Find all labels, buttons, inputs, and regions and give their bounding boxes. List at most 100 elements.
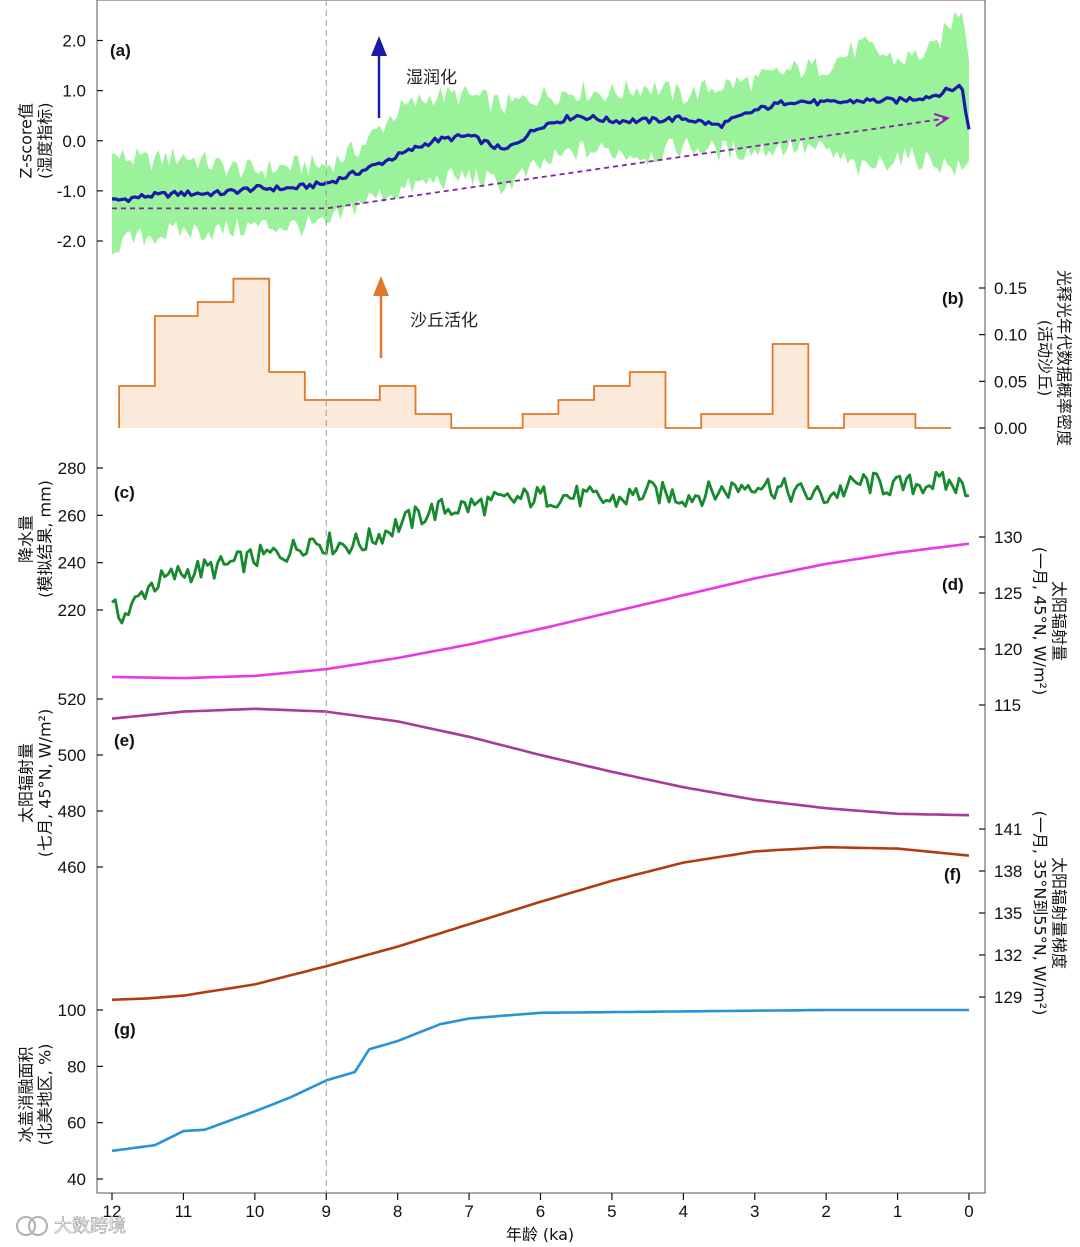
y-axis-label-e-line-2: (七月, 45°N, W/m²) bbox=[36, 709, 55, 857]
x-tick-label-2: 2 bbox=[821, 1202, 830, 1221]
y-axis-label-a-line-1: Z-score值 bbox=[17, 103, 36, 178]
panel-b-label: (b) bbox=[942, 289, 964, 308]
x-tick-label-11: 11 bbox=[175, 1202, 193, 1221]
y-tick-label-c-240: 240 bbox=[58, 554, 86, 573]
x-tick-label-6: 6 bbox=[536, 1202, 545, 1221]
y-axis-label-g-line-2: (北美地区, %) bbox=[36, 1044, 55, 1146]
y-tick-label-f-129: 129 bbox=[994, 988, 1022, 1007]
x-axis-label: 年龄 (ka) bbox=[506, 1225, 574, 1244]
panel-a-label: (a) bbox=[110, 41, 131, 60]
y-tick-label-f-135: 135 bbox=[994, 904, 1022, 923]
step-fill-16 bbox=[772, 344, 809, 428]
x-tick-label-3: 3 bbox=[750, 1202, 759, 1221]
y-tick-label-g-100: 100 bbox=[58, 1001, 86, 1020]
step-fill-2 bbox=[154, 316, 198, 428]
x-tick-label-9: 9 bbox=[322, 1202, 331, 1221]
wetting-arrow-head bbox=[371, 36, 387, 56]
panel-e-label: (e) bbox=[114, 731, 135, 750]
series-line-a bbox=[111, 83, 971, 204]
y-axis-label-c-line-2: (模拟结果, mm) bbox=[36, 480, 55, 598]
y-axis-label-d-line-2: (一月, 45°N, W/m²) bbox=[1031, 547, 1050, 695]
x-tick-label-4: 4 bbox=[679, 1202, 688, 1221]
y-tick-label-d-120: 120 bbox=[994, 640, 1022, 659]
trend-arrowhead-a bbox=[933, 113, 950, 127]
y-tick-label-e-460: 460 bbox=[58, 858, 86, 877]
y-tick-label-e-480: 480 bbox=[58, 802, 86, 821]
series-line-g bbox=[111, 1008, 969, 1153]
panel-c-label: (c) bbox=[114, 483, 135, 502]
y-axis-label-f: 太阳辐射量梯度(一月, 35°N到55°N, W/m²) bbox=[1031, 811, 1069, 1016]
y-axis-label-b-line-1: 光释光年代数据概率密度 bbox=[1055, 270, 1074, 446]
y-axis-label-f-line-2: (一月, 35°N到55°N, W/m²) bbox=[1031, 811, 1050, 1016]
step-fill-12 bbox=[594, 386, 630, 428]
step-fill-5 bbox=[269, 372, 305, 428]
step-fill-4 bbox=[233, 278, 270, 428]
y-tick-label-g-60: 60 bbox=[67, 1114, 86, 1133]
y-tick-label-a-2.0: 2.0 bbox=[62, 32, 86, 51]
y-axis-label-a: Z-score值 (湿度指标) bbox=[17, 103, 55, 180]
x-tick-label-10: 10 bbox=[245, 1202, 264, 1221]
y-tick-label-b-0.15: 0.15 bbox=[994, 279, 1027, 298]
y-axis-label-c-line-1: 降水量 bbox=[17, 515, 36, 563]
step-fill-7 bbox=[379, 386, 416, 428]
y-axis-label-e: 太阳辐射量 (七月, 45°N, W/m²) bbox=[17, 709, 55, 857]
y-tick-label-d-130: 130 bbox=[994, 528, 1022, 547]
x-tick-label-5: 5 bbox=[607, 1202, 616, 1221]
y-tick-label-a--1.0: -1.0 bbox=[57, 182, 86, 201]
y-axis-label-e-line-1: 太阳辐射量 bbox=[17, 743, 36, 823]
y-axis-label-f-line-1: 太阳辐射量梯度 bbox=[1050, 857, 1069, 969]
y-tick-label-e-500: 500 bbox=[58, 746, 86, 765]
series-line-e bbox=[111, 707, 970, 817]
step-fill-1 bbox=[119, 386, 155, 428]
y-tick-label-a-1.0: 1.0 bbox=[62, 82, 86, 101]
y-tick-label-d-115: 115 bbox=[994, 696, 1021, 715]
x-tick-label-8: 8 bbox=[393, 1202, 402, 1221]
step-fill-8 bbox=[415, 414, 452, 428]
trend-line-a bbox=[112, 117, 948, 210]
step-outline-b bbox=[118, 277, 952, 429]
panel-g-label: (g) bbox=[114, 1020, 136, 1039]
panel-f-label: (f) bbox=[944, 865, 961, 884]
y-axis-label-g-line-1: 冰盖消融面积 bbox=[17, 1046, 36, 1142]
y-tick-label-f-138: 138 bbox=[994, 862, 1022, 881]
step-fill-10 bbox=[522, 414, 559, 428]
step-fill-18 bbox=[844, 414, 916, 428]
dune-arrow-head bbox=[373, 276, 389, 296]
y-tick-label-f-141: 141 bbox=[994, 820, 1022, 839]
y-tick-label-c-280: 280 bbox=[58, 459, 86, 478]
y-axis-label-a-line-2: (湿度指标) bbox=[36, 103, 55, 180]
y-tick-label-a--2.0: -2.0 bbox=[57, 232, 86, 251]
dune-activation-annotation: 沙丘活化 bbox=[410, 311, 478, 331]
step-fill-15 bbox=[701, 414, 773, 428]
y-tick-label-c-220: 220 bbox=[58, 601, 86, 620]
y-axis-label-d: 太阳辐射量(一月, 45°N, W/m²) bbox=[1031, 547, 1069, 695]
y-tick-label-b-0.10: 0.10 bbox=[994, 326, 1027, 345]
series-line-d bbox=[111, 542, 970, 680]
y-axis-label-c: 降水量 (模拟结果, mm) bbox=[17, 480, 55, 598]
wetting-annotation: 湿润化 bbox=[406, 68, 457, 88]
watermark-text: 大数跨境 bbox=[54, 1216, 126, 1237]
panel-d-label: (d) bbox=[942, 575, 964, 594]
x-tick-label-1: 1 bbox=[893, 1202, 902, 1221]
x-tick-label-0: 0 bbox=[964, 1202, 973, 1221]
y-tick-label-a-0.0: 0.0 bbox=[62, 132, 86, 151]
y-tick-label-c-260: 260 bbox=[58, 506, 86, 525]
y-tick-label-b-0.00: 0.00 bbox=[994, 419, 1027, 438]
y-tick-label-g-80: 80 bbox=[67, 1057, 86, 1076]
y-axis-label-b-line-2: (活动沙丘) bbox=[1036, 320, 1055, 397]
y-axis-label-d-line-1: 太阳辐射量 bbox=[1050, 581, 1069, 661]
y-tick-label-d-125: 125 bbox=[994, 584, 1022, 603]
series-line-f bbox=[111, 845, 970, 1002]
x-tick-label-7: 7 bbox=[464, 1202, 473, 1221]
step-fill-3 bbox=[197, 302, 234, 428]
x-tick-label-12: 12 bbox=[103, 1202, 122, 1221]
y-tick-label-b-0.05: 0.05 bbox=[994, 372, 1027, 391]
series-line-c bbox=[111, 470, 970, 625]
y-tick-label-g-40: 40 bbox=[67, 1170, 86, 1189]
y-axis-label-b: 光释光年代数据概率密度(活动沙丘) bbox=[1036, 270, 1074, 446]
y-tick-label-e-520: 520 bbox=[58, 690, 86, 709]
watermark-logo bbox=[16, 1216, 48, 1236]
y-axis-label-g: 冰盖消融面积 (北美地区, %) bbox=[17, 1044, 55, 1146]
y-tick-label-f-132: 132 bbox=[994, 946, 1022, 965]
